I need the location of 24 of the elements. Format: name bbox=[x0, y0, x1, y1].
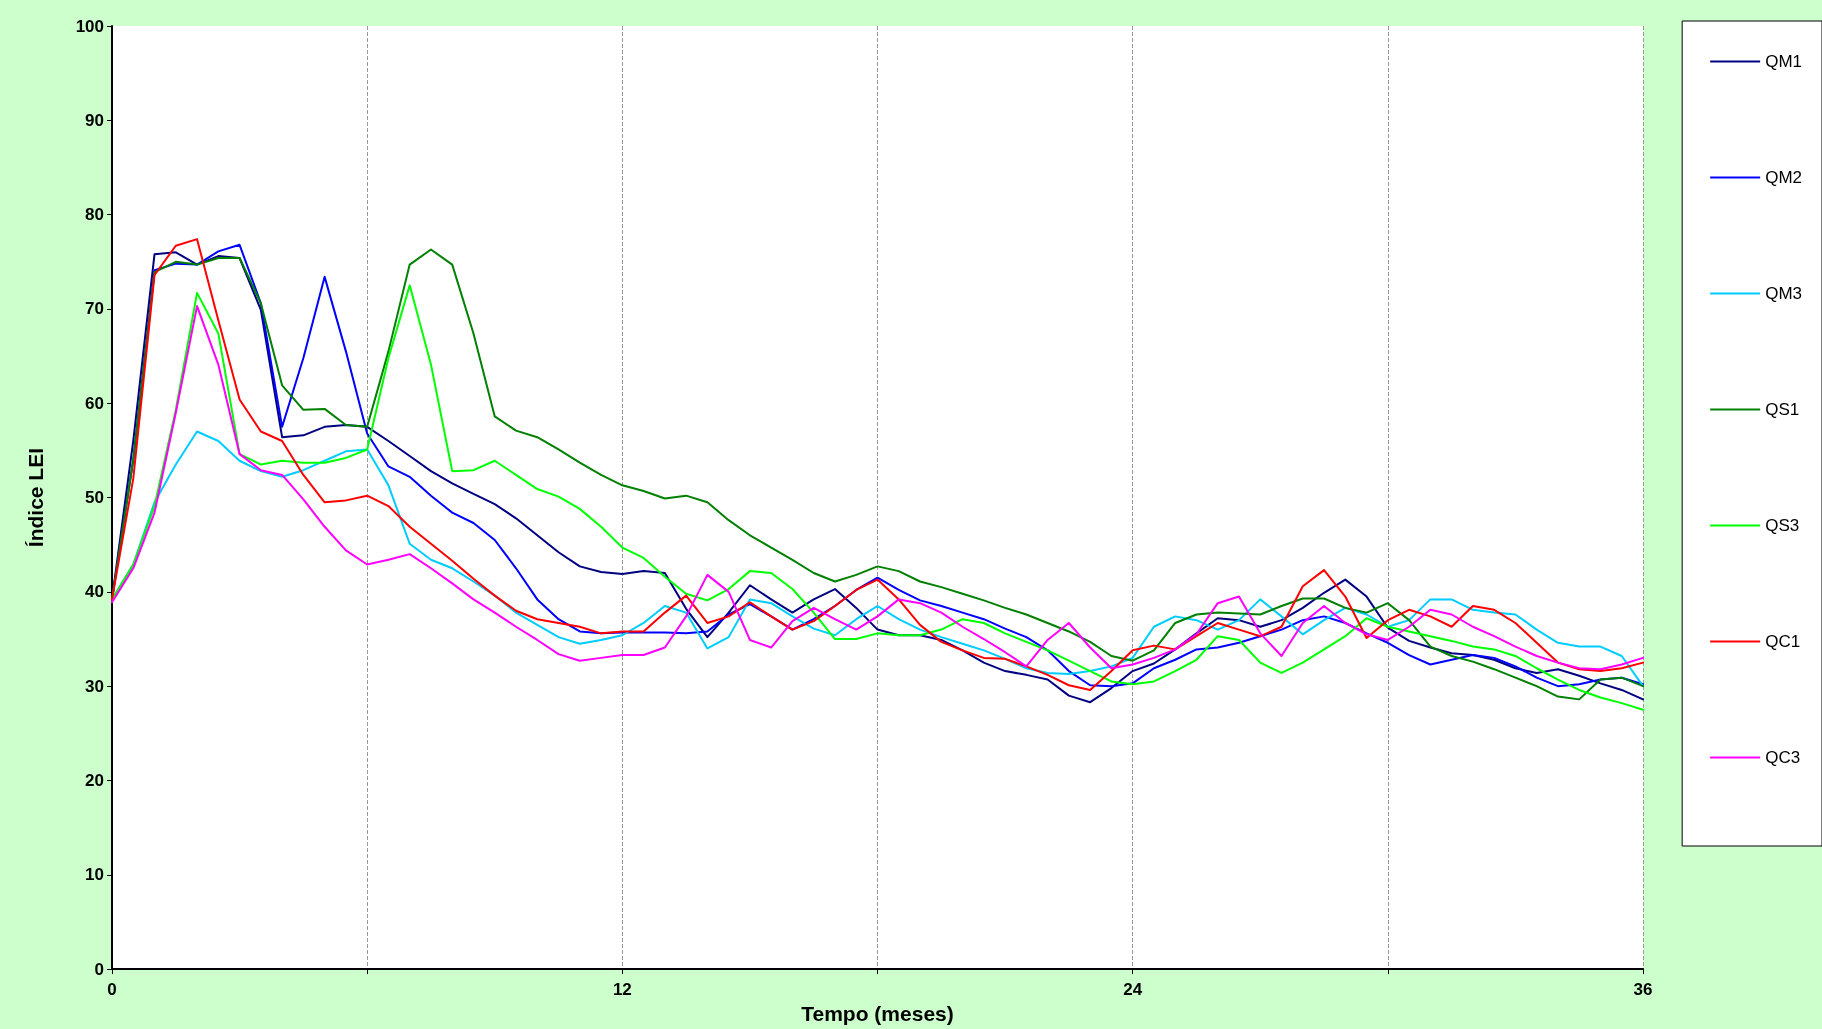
y-tick-label: 0 bbox=[94, 959, 104, 979]
y-tick-label: 90 bbox=[85, 110, 104, 130]
x-tick-label: 0 bbox=[107, 980, 117, 1000]
legend-label: QS3 bbox=[1765, 516, 1800, 535]
legend-label: QM1 bbox=[1765, 52, 1802, 71]
x-axis-title: Tempo (meses) bbox=[801, 1002, 954, 1025]
legend-label: QS1 bbox=[1765, 400, 1800, 419]
legend-label: QC3 bbox=[1765, 748, 1801, 767]
y-tick-label: 20 bbox=[85, 770, 104, 790]
x-tick-label: 12 bbox=[612, 980, 632, 1000]
y-tick-label: 30 bbox=[85, 676, 104, 696]
y-tick-label: 10 bbox=[85, 865, 104, 885]
y-tick-label: 70 bbox=[85, 299, 104, 319]
y-tick-label: 60 bbox=[85, 393, 104, 413]
y-tick-label: 100 bbox=[75, 16, 104, 36]
y-tick-label: 50 bbox=[85, 488, 104, 508]
y-tick-label: 80 bbox=[85, 205, 104, 225]
y-tick-label: 40 bbox=[85, 582, 104, 602]
x-tick-label: 36 bbox=[1633, 980, 1653, 1000]
legend-label: QC1 bbox=[1765, 632, 1801, 651]
y-axis-title: Índice LEI bbox=[24, 447, 47, 548]
legend-label: QM3 bbox=[1765, 284, 1802, 303]
x-tick-label: 24 bbox=[1123, 980, 1143, 1000]
legend-label: QM2 bbox=[1765, 168, 1802, 187]
